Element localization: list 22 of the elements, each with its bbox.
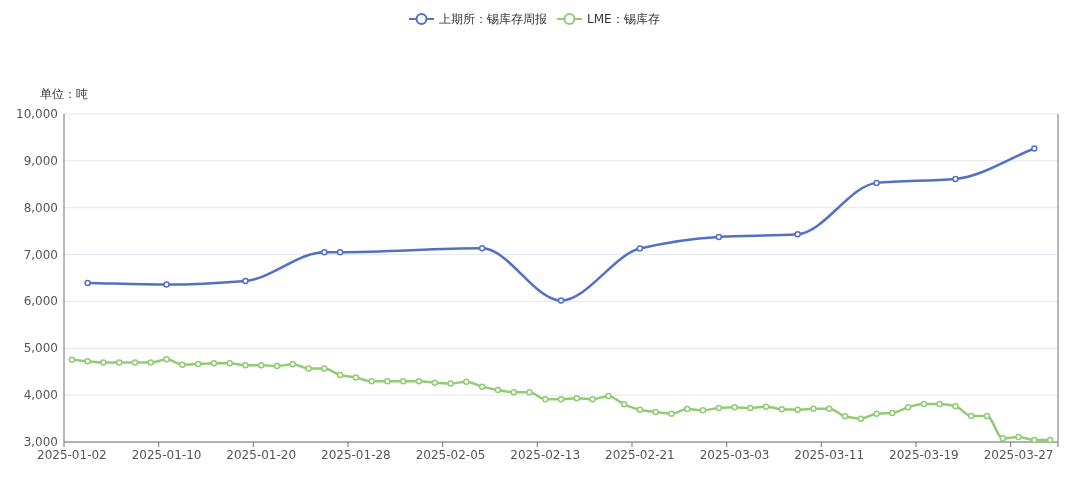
y-tick-label: 6,000 <box>23 294 58 309</box>
y-tick-label: 5,000 <box>23 341 58 356</box>
x-tick-label: 2025-03-27 <box>983 448 1054 462</box>
y-tick-label: 8,000 <box>23 200 58 215</box>
x-tick-label: 2025-03-11 <box>794 448 865 462</box>
x-tick-label: 2025-02-13 <box>510 448 581 462</box>
y-axis-title: 单位：吨 <box>40 87 88 101</box>
y-tick-label: 7,000 <box>23 247 58 262</box>
x-tick-label: 2025-01-02 <box>37 448 107 462</box>
x-tick-label: 2025-02-21 <box>605 448 675 462</box>
x-tick-label: 2025-03-03 <box>699 448 770 462</box>
y-tick-label: 4,000 <box>23 388 58 403</box>
y-tick-label: 9,000 <box>23 153 58 168</box>
x-tick-label: 2025-03-19 <box>889 448 959 462</box>
y-tick-label: 10,000 <box>16 107 58 121</box>
x-tick-label: 2025-01-28 <box>321 448 391 462</box>
x-tick-label: 2025-01-20 <box>226 448 297 462</box>
y-tick-label: 3,000 <box>23 435 58 449</box>
x-tick-label: 2025-02-05 <box>415 448 486 462</box>
legend-label: 上期所：锡库存周报 <box>439 12 547 26</box>
legend-label: LME：锡库存 <box>587 12 660 26</box>
x-tick-label: 2025-01-10 <box>131 448 202 462</box>
